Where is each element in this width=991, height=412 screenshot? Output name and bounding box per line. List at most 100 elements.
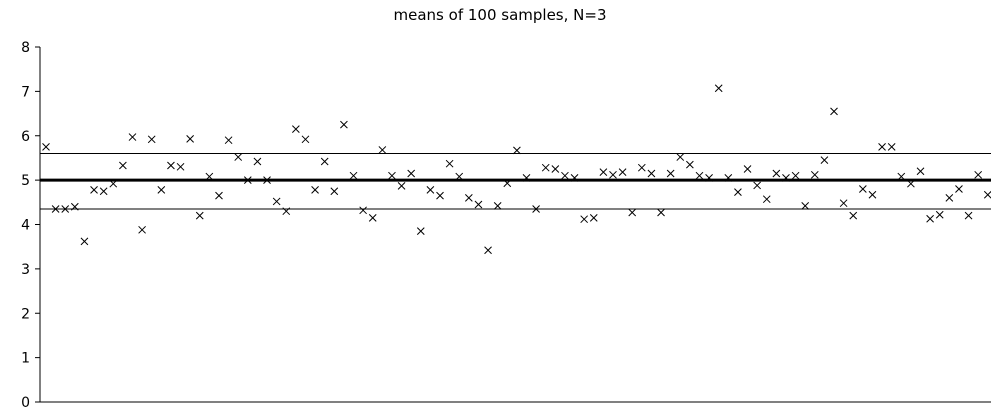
- data-point: [119, 161, 127, 170]
- data-point: [407, 169, 416, 178]
- data-point: [234, 153, 243, 161]
- y-tick-label: 4: [21, 218, 30, 234]
- data-point: [907, 179, 915, 188]
- data-point: [186, 135, 195, 143]
- data-point: [176, 162, 185, 171]
- data-point: [916, 167, 925, 176]
- data-point: [90, 186, 98, 194]
- data-point: [743, 165, 752, 173]
- data-point: [801, 202, 810, 210]
- data-point: [974, 170, 983, 179]
- data-point: [397, 182, 406, 190]
- data-point: [99, 187, 108, 196]
- data-point: [724, 174, 733, 182]
- data-point: [320, 157, 329, 166]
- data-point: [51, 205, 60, 213]
- data-point: [167, 161, 175, 170]
- data-point: [618, 168, 627, 176]
- data-point: [368, 213, 377, 222]
- data-point: [589, 213, 598, 222]
- data-point: [301, 135, 310, 144]
- y-tick-label: 1: [21, 351, 30, 367]
- data-point: [484, 246, 492, 255]
- data-point: [830, 107, 838, 116]
- data-point: [272, 197, 281, 206]
- data-point: [532, 205, 540, 213]
- data-point: [464, 194, 473, 202]
- data-point: [657, 208, 665, 217]
- data-point: [686, 160, 694, 169]
- data-point: [637, 163, 646, 172]
- data-point: [503, 179, 512, 188]
- data-point: [666, 169, 675, 178]
- data-point: [868, 190, 877, 199]
- data-point: [157, 186, 166, 194]
- data-point: [330, 187, 339, 196]
- data-point: [128, 133, 137, 141]
- data-point: [753, 181, 761, 190]
- data-point: [734, 188, 742, 196]
- data-point: [551, 165, 560, 173]
- data-point: [513, 146, 521, 155]
- data-point: [215, 191, 223, 200]
- y-tick-label: 7: [21, 84, 30, 100]
- data-point: [378, 146, 387, 154]
- data-point: [570, 174, 579, 182]
- data-point: [243, 176, 252, 184]
- data-point: [964, 211, 973, 220]
- data-point: [897, 172, 906, 181]
- data-point: [810, 170, 819, 179]
- y-tick-label: 5: [21, 173, 30, 189]
- data-point: [109, 179, 118, 188]
- data-point: [887, 142, 896, 151]
- data-point: [762, 195, 771, 204]
- y-tick-label: 2: [21, 306, 30, 322]
- data-point: [416, 227, 425, 236]
- data-point: [138, 225, 146, 234]
- data-point: [772, 169, 781, 178]
- data-point: [714, 84, 723, 93]
- data-point: [522, 174, 531, 182]
- data-point: [926, 214, 934, 223]
- data-point: [426, 186, 435, 194]
- data-point: [705, 174, 713, 182]
- data-point: [647, 169, 656, 178]
- data-point: [782, 174, 790, 182]
- data-points: [42, 84, 991, 255]
- data-point: [61, 205, 70, 213]
- data-point: [42, 142, 50, 151]
- data-point: [858, 185, 867, 193]
- data-point: [599, 168, 608, 176]
- data-point: [311, 186, 319, 194]
- y-tick-label: 8: [21, 40, 30, 56]
- data-point: [340, 120, 348, 129]
- data-point: [455, 172, 464, 181]
- axes: 0 1 2 3 4 5 6 7 8: [21, 40, 991, 411]
- data-point: [195, 211, 204, 220]
- data-point: [359, 206, 367, 215]
- data-point: [945, 194, 954, 202]
- data-point: [493, 202, 502, 210]
- y-tick-label: 6: [21, 129, 30, 145]
- data-point: [205, 172, 214, 181]
- data-point: [70, 202, 79, 211]
- y-tick-label: 3: [21, 262, 30, 278]
- data-point: [224, 136, 233, 145]
- data-point: [80, 237, 89, 246]
- data-point: [147, 135, 156, 144]
- data-point: [935, 210, 944, 219]
- data-point: [839, 199, 848, 208]
- data-point: [791, 171, 800, 180]
- data-point: [676, 153, 685, 161]
- data-point: [580, 215, 589, 224]
- data-point: [474, 200, 483, 209]
- data-point: [878, 142, 886, 151]
- data-point: [388, 171, 396, 180]
- data-point: [436, 191, 444, 200]
- data-point: [561, 171, 569, 180]
- data-point: [820, 156, 829, 165]
- data-point: [445, 159, 454, 168]
- data-point: [983, 190, 991, 199]
- data-point: [955, 185, 963, 193]
